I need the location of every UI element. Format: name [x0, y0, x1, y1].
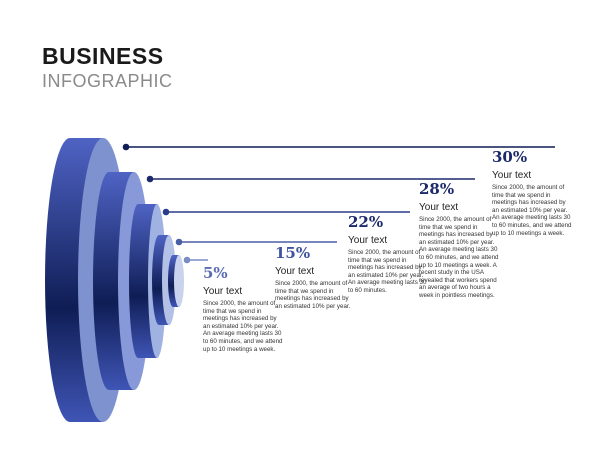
item-5: 5% Your text Since 2000, the amount of t…	[203, 264, 283, 353]
leader-dot-3	[175, 238, 183, 246]
heading: Your text	[348, 235, 388, 246]
leader-dot-2	[162, 208, 170, 216]
heading: Your text	[419, 202, 459, 213]
item-15: 15% Your text Since 2000, the amount of …	[275, 244, 355, 310]
body-text: Since 2000, the amount of time that we s…	[203, 300, 283, 353]
percent: 15%	[275, 244, 311, 262]
leader-dot-1	[146, 175, 154, 183]
body-text: Since 2000, the amount of time that we s…	[419, 216, 499, 299]
title: BUSINESS	[42, 43, 164, 69]
body-text: Since 2000, the amount of time that we s…	[275, 280, 351, 310]
heading: Your text	[203, 286, 243, 297]
disc-face-4	[174, 255, 184, 307]
heading: Your text	[492, 170, 532, 181]
subtitle: INFOGRAPHIC	[42, 71, 173, 91]
leader-dot-0	[122, 143, 130, 151]
item-28: 28% Your text Since 2000, the amount of …	[419, 180, 499, 300]
item-22: 22% Your text Since 2000, the amount of …	[348, 213, 428, 295]
heading: Your text	[275, 266, 315, 277]
leader-dot-4	[183, 256, 191, 264]
percent: 5%	[203, 264, 228, 282]
body-text: Since 2000, the amount of time that we s…	[492, 184, 572, 237]
item-30: 30% Your text Since 2000, the amount of …	[492, 148, 572, 237]
percent: 22%	[348, 213, 384, 231]
body-text: Since 2000, the amount of time that we s…	[348, 249, 427, 294]
percent: 30%	[492, 148, 528, 166]
percent: 28%	[419, 180, 455, 198]
